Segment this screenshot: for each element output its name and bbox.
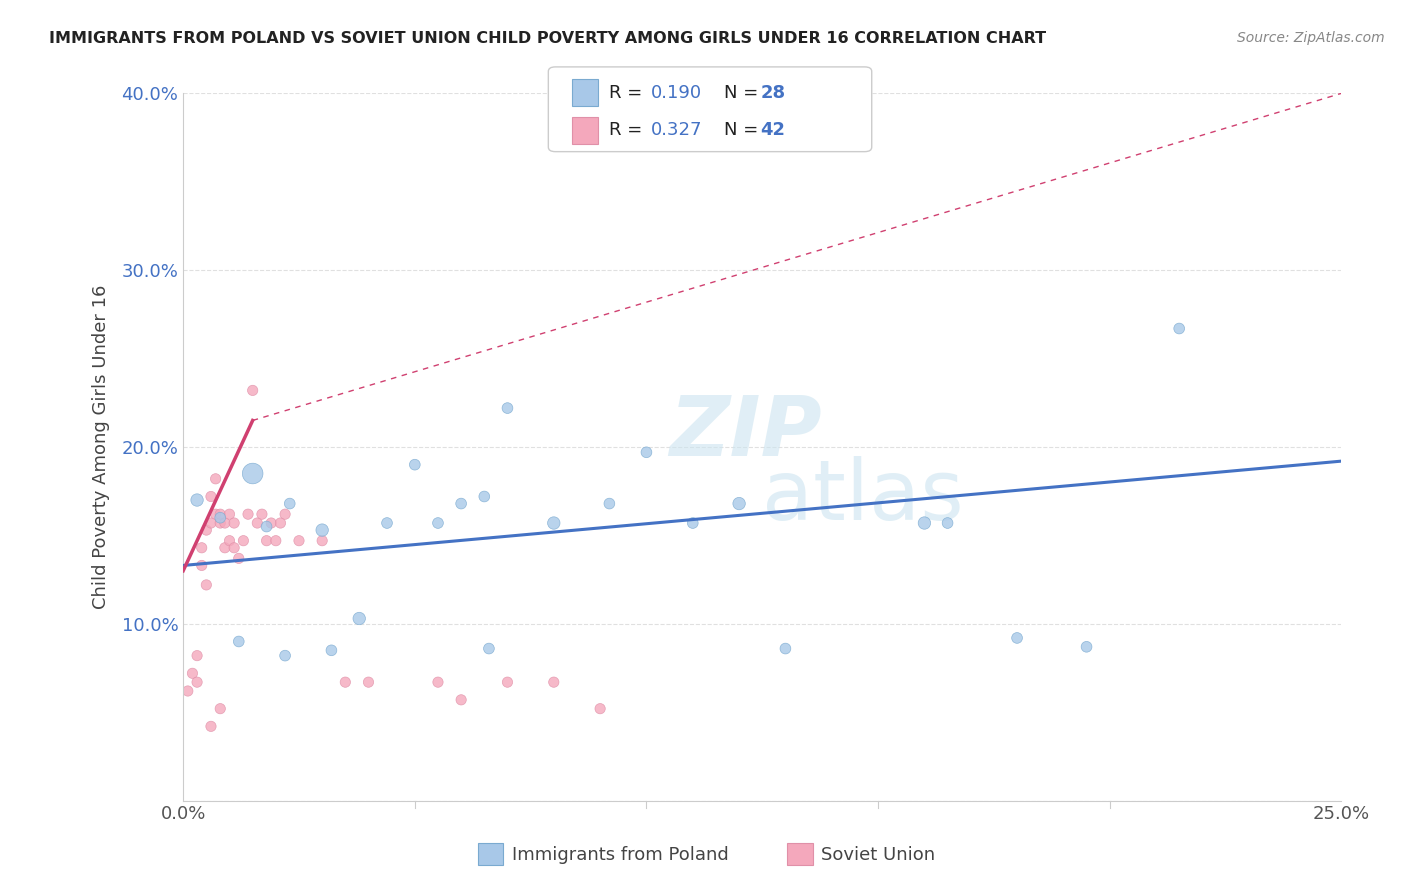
Point [181,666,204,681]
Text: Immigrants from Poland: Immigrants from Poland [512,846,728,863]
Point [204,507,226,521]
Point [427,516,450,530]
Point [274,507,297,521]
Y-axis label: Child Poverty Among Girls Under 16: Child Poverty Among Girls Under 16 [93,285,110,609]
Text: ZIP: ZIP [669,392,823,474]
Point [912,516,935,530]
Point [256,533,278,548]
Point [321,643,343,657]
Text: 0.327: 0.327 [651,121,703,139]
Point [228,634,250,648]
Text: atlas: atlas [762,456,965,537]
Point [1168,321,1191,335]
Point [218,507,240,521]
Text: N =: N = [724,84,763,102]
Point [311,523,333,537]
Point [598,497,620,511]
Point [209,507,232,521]
Point [250,507,273,521]
Point [232,533,254,548]
Point [195,578,218,592]
Point [214,516,236,530]
Point [335,675,357,690]
Point [264,533,287,548]
Text: Soviet Union: Soviet Union [821,846,935,863]
Text: 0.190: 0.190 [651,84,702,102]
Text: R =: R = [609,84,648,102]
Point [224,516,246,530]
Point [209,516,232,530]
Point [246,516,269,530]
Point [472,490,495,504]
Point [404,458,426,472]
Point [274,648,297,663]
Point [190,541,212,555]
Point [288,533,311,548]
Point [1005,631,1028,645]
Point [728,497,751,511]
Point [236,507,259,521]
Text: Source: ZipAtlas.com: Source: ZipAtlas.com [1237,31,1385,45]
Point [260,516,283,530]
Point [204,472,226,486]
Point [589,701,612,715]
Point [450,693,472,707]
Point [242,467,264,481]
Point [242,384,264,398]
Point [357,675,380,690]
Text: 42: 42 [761,121,786,139]
Point [228,551,250,566]
Point [195,523,218,537]
Point [311,533,333,548]
Point [427,675,450,690]
Point [636,445,658,459]
Point [543,675,565,690]
Text: IMMIGRANTS FROM POLAND VS SOVIET UNION CHILD POVERTY AMONG GIRLS UNDER 16 CORREL: IMMIGRANTS FROM POLAND VS SOVIET UNION C… [49,31,1046,46]
Point [375,516,398,530]
Point [209,510,232,524]
Point [936,516,959,530]
Text: N =: N = [724,121,763,139]
Point [224,541,246,555]
Point [775,641,797,656]
Point [200,719,222,733]
Point [218,533,240,548]
Point [682,516,704,530]
Point [450,497,472,511]
Point [214,541,236,555]
Point [200,516,222,530]
Text: 28: 28 [761,84,786,102]
Point [209,701,232,715]
Point [186,648,208,663]
Point [496,401,519,416]
Point [478,641,501,656]
Point [496,675,519,690]
Text: R =: R = [609,121,648,139]
Point [186,493,208,508]
Point [256,519,278,533]
Point [347,611,370,625]
Point [186,675,208,690]
Point [269,516,291,530]
Point [543,516,565,530]
Point [1076,640,1098,654]
Point [190,558,212,573]
Point [200,490,222,504]
Point [177,684,200,698]
Point [278,497,301,511]
